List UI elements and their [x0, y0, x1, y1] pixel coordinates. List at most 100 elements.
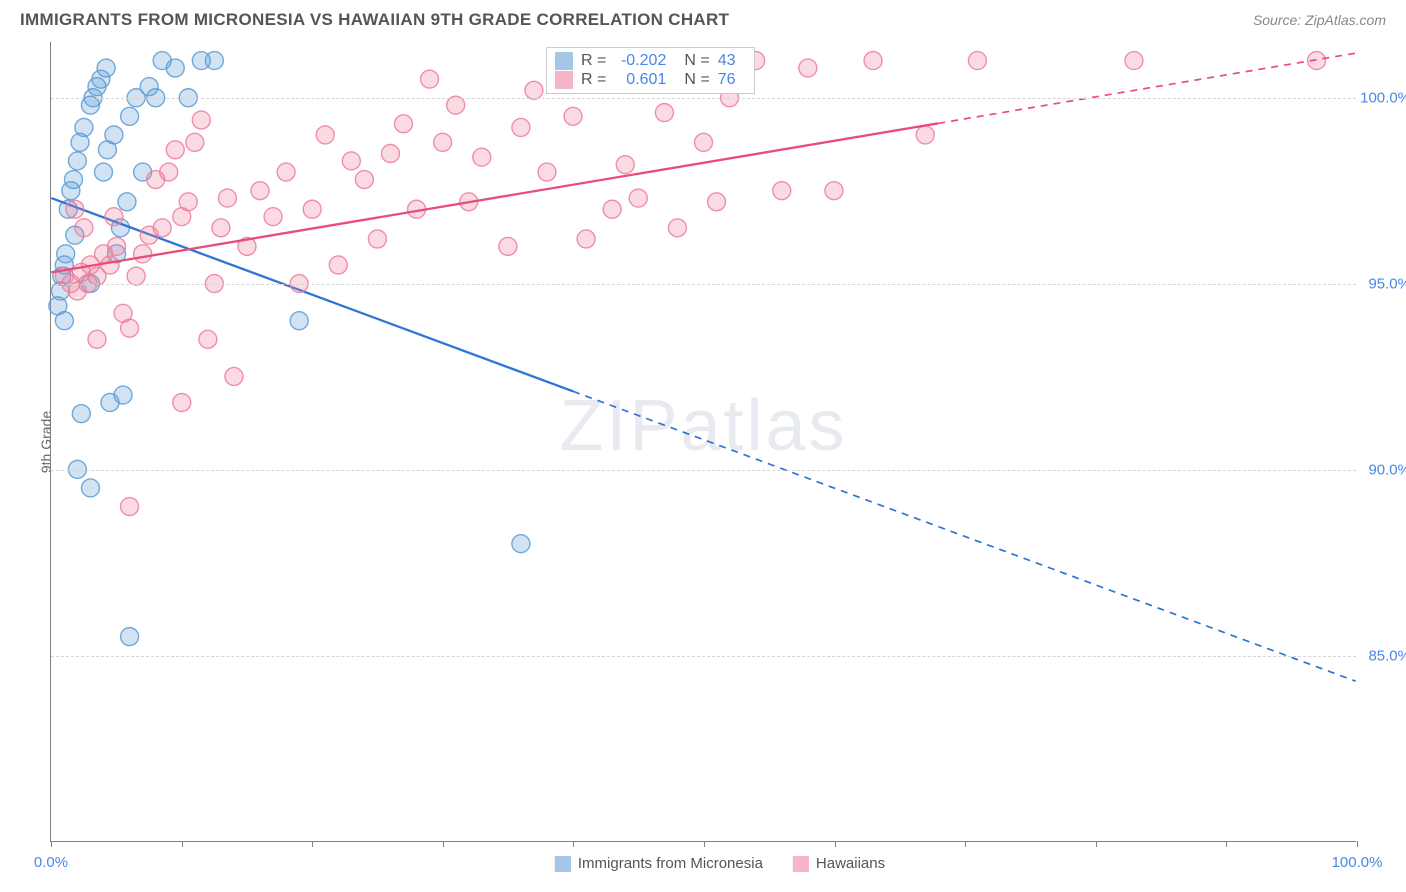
scatter-point-hawaiian: [173, 393, 191, 411]
scatter-point-hawaiian: [105, 208, 123, 226]
legend-item-micronesia: Immigrants from Micronesia: [555, 855, 763, 872]
scatter-point-hawaiian: [381, 144, 399, 162]
stats-r-value: -0.202: [614, 52, 666, 70]
plot-area: ZIPatlas R =-0.202N =43R =0.601N =76 85.…: [50, 42, 1356, 842]
scatter-point-hawaiian: [655, 104, 673, 122]
scatter-point-hawaiian: [166, 141, 184, 159]
stats-swatch-icon: [555, 71, 573, 89]
scatter-point-hawaiian: [342, 152, 360, 170]
scatter-point-hawaiian: [447, 96, 465, 114]
y-tick-label: 85.0%: [1368, 647, 1406, 664]
x-tick: [51, 841, 52, 847]
scatter-point-hawaiian: [251, 182, 269, 200]
scatter-point-hawaiian: [121, 319, 139, 337]
scatter-point-hawaiian: [179, 193, 197, 211]
scatter-point-micronesia: [105, 126, 123, 144]
regression-line-dashed-micronesia: [573, 391, 1356, 681]
scatter-point-hawaiian: [192, 111, 210, 129]
scatter-point-hawaiian: [212, 219, 230, 237]
chart-container: 9th Grade ZIPatlas R =-0.202N =43R =0.60…: [50, 42, 1390, 842]
grid-line: [51, 656, 1356, 657]
scatter-point-hawaiian: [108, 237, 126, 255]
scatter-point-hawaiian: [75, 219, 93, 237]
source-label: Source: ZipAtlas.com: [1253, 12, 1386, 28]
scatter-point-micronesia: [121, 107, 139, 125]
scatter-point-hawaiian: [186, 133, 204, 151]
scatter-point-micronesia: [290, 312, 308, 330]
chart-title: IMMIGRANTS FROM MICRONESIA VS HAWAIIAN 9…: [20, 10, 729, 30]
x-tick: [1096, 841, 1097, 847]
stats-n-label: N =: [684, 52, 709, 70]
scatter-point-hawaiian: [160, 163, 178, 181]
scatter-point-hawaiian: [368, 230, 386, 248]
stats-r-label: R =: [581, 71, 606, 89]
scatter-point-hawaiian: [395, 115, 413, 133]
scatter-point-micronesia: [72, 405, 90, 423]
scatter-point-micronesia: [512, 535, 530, 553]
legend-swatch-icon: [555, 856, 571, 872]
x-tick: [573, 841, 574, 847]
stats-swatch-icon: [555, 52, 573, 70]
scatter-point-micronesia: [81, 479, 99, 497]
stats-legend-box: R =-0.202N =43R =0.601N =76: [546, 47, 755, 94]
scatter-point-micronesia: [75, 118, 93, 136]
x-tick: [182, 841, 183, 847]
scatter-point-hawaiian: [127, 267, 145, 285]
legend-label: Immigrants from Micronesia: [578, 855, 763, 872]
scatter-point-micronesia: [97, 59, 115, 77]
scatter-point-hawaiian: [277, 163, 295, 181]
scatter-point-hawaiian: [525, 81, 543, 99]
stats-r-label: R =: [581, 52, 606, 70]
scatter-point-hawaiian: [564, 107, 582, 125]
scatter-point-hawaiian: [153, 219, 171, 237]
x-tick-label: 0.0%: [34, 854, 68, 871]
scatter-point-hawaiian: [968, 52, 986, 70]
legend-swatch-icon: [793, 856, 809, 872]
scatter-point-hawaiian: [421, 70, 439, 88]
scatter-point-micronesia: [68, 152, 86, 170]
chart-header: IMMIGRANTS FROM MICRONESIA VS HAWAIIAN 9…: [0, 0, 1406, 36]
scatter-point-hawaiian: [101, 256, 119, 274]
bottom-legend: Immigrants from Micronesia Hawaiians: [555, 855, 885, 872]
scatter-point-hawaiian: [134, 245, 152, 263]
stats-n-value: 76: [718, 71, 746, 89]
scatter-point-micronesia: [55, 312, 73, 330]
scatter-point-hawaiian: [66, 200, 84, 218]
regression-line-dashed-hawaiian: [938, 53, 1355, 123]
scatter-point-hawaiian: [329, 256, 347, 274]
scatter-point-hawaiian: [825, 182, 843, 200]
regression-line-micronesia: [51, 198, 573, 391]
scatter-point-micronesia: [166, 59, 184, 77]
scatter-point-hawaiian: [473, 148, 491, 166]
scatter-point-hawaiian: [303, 200, 321, 218]
scatter-point-hawaiian: [629, 189, 647, 207]
scatter-point-hawaiian: [499, 237, 517, 255]
scatter-point-hawaiian: [225, 367, 243, 385]
scatter-point-hawaiian: [88, 330, 106, 348]
scatter-point-hawaiian: [773, 182, 791, 200]
scatter-point-hawaiian: [434, 133, 452, 151]
scatter-point-micronesia: [114, 386, 132, 404]
scatter-point-hawaiian: [1125, 52, 1143, 70]
legend-label: Hawaiians: [816, 855, 885, 872]
scatter-point-hawaiian: [121, 498, 139, 516]
scatter-point-hawaiian: [199, 330, 217, 348]
scatter-point-hawaiian: [264, 208, 282, 226]
scatter-point-hawaiian: [864, 52, 882, 70]
legend-item-hawaiian: Hawaiians: [793, 855, 885, 872]
scatter-point-micronesia: [95, 163, 113, 181]
scatter-point-micronesia: [65, 171, 83, 189]
stats-r-value: 0.601: [614, 71, 666, 89]
scatter-point-hawaiian: [708, 193, 726, 211]
scatter-point-hawaiian: [799, 59, 817, 77]
scatter-point-hawaiian: [916, 126, 934, 144]
scatter-point-hawaiian: [668, 219, 686, 237]
scatter-svg: [51, 42, 1356, 841]
grid-line: [51, 284, 1356, 285]
scatter-point-micronesia: [118, 193, 136, 211]
scatter-point-hawaiian: [316, 126, 334, 144]
stats-n-value: 43: [718, 52, 746, 70]
x-tick: [1357, 841, 1358, 847]
scatter-point-micronesia: [205, 52, 223, 70]
grid-line: [51, 98, 1356, 99]
